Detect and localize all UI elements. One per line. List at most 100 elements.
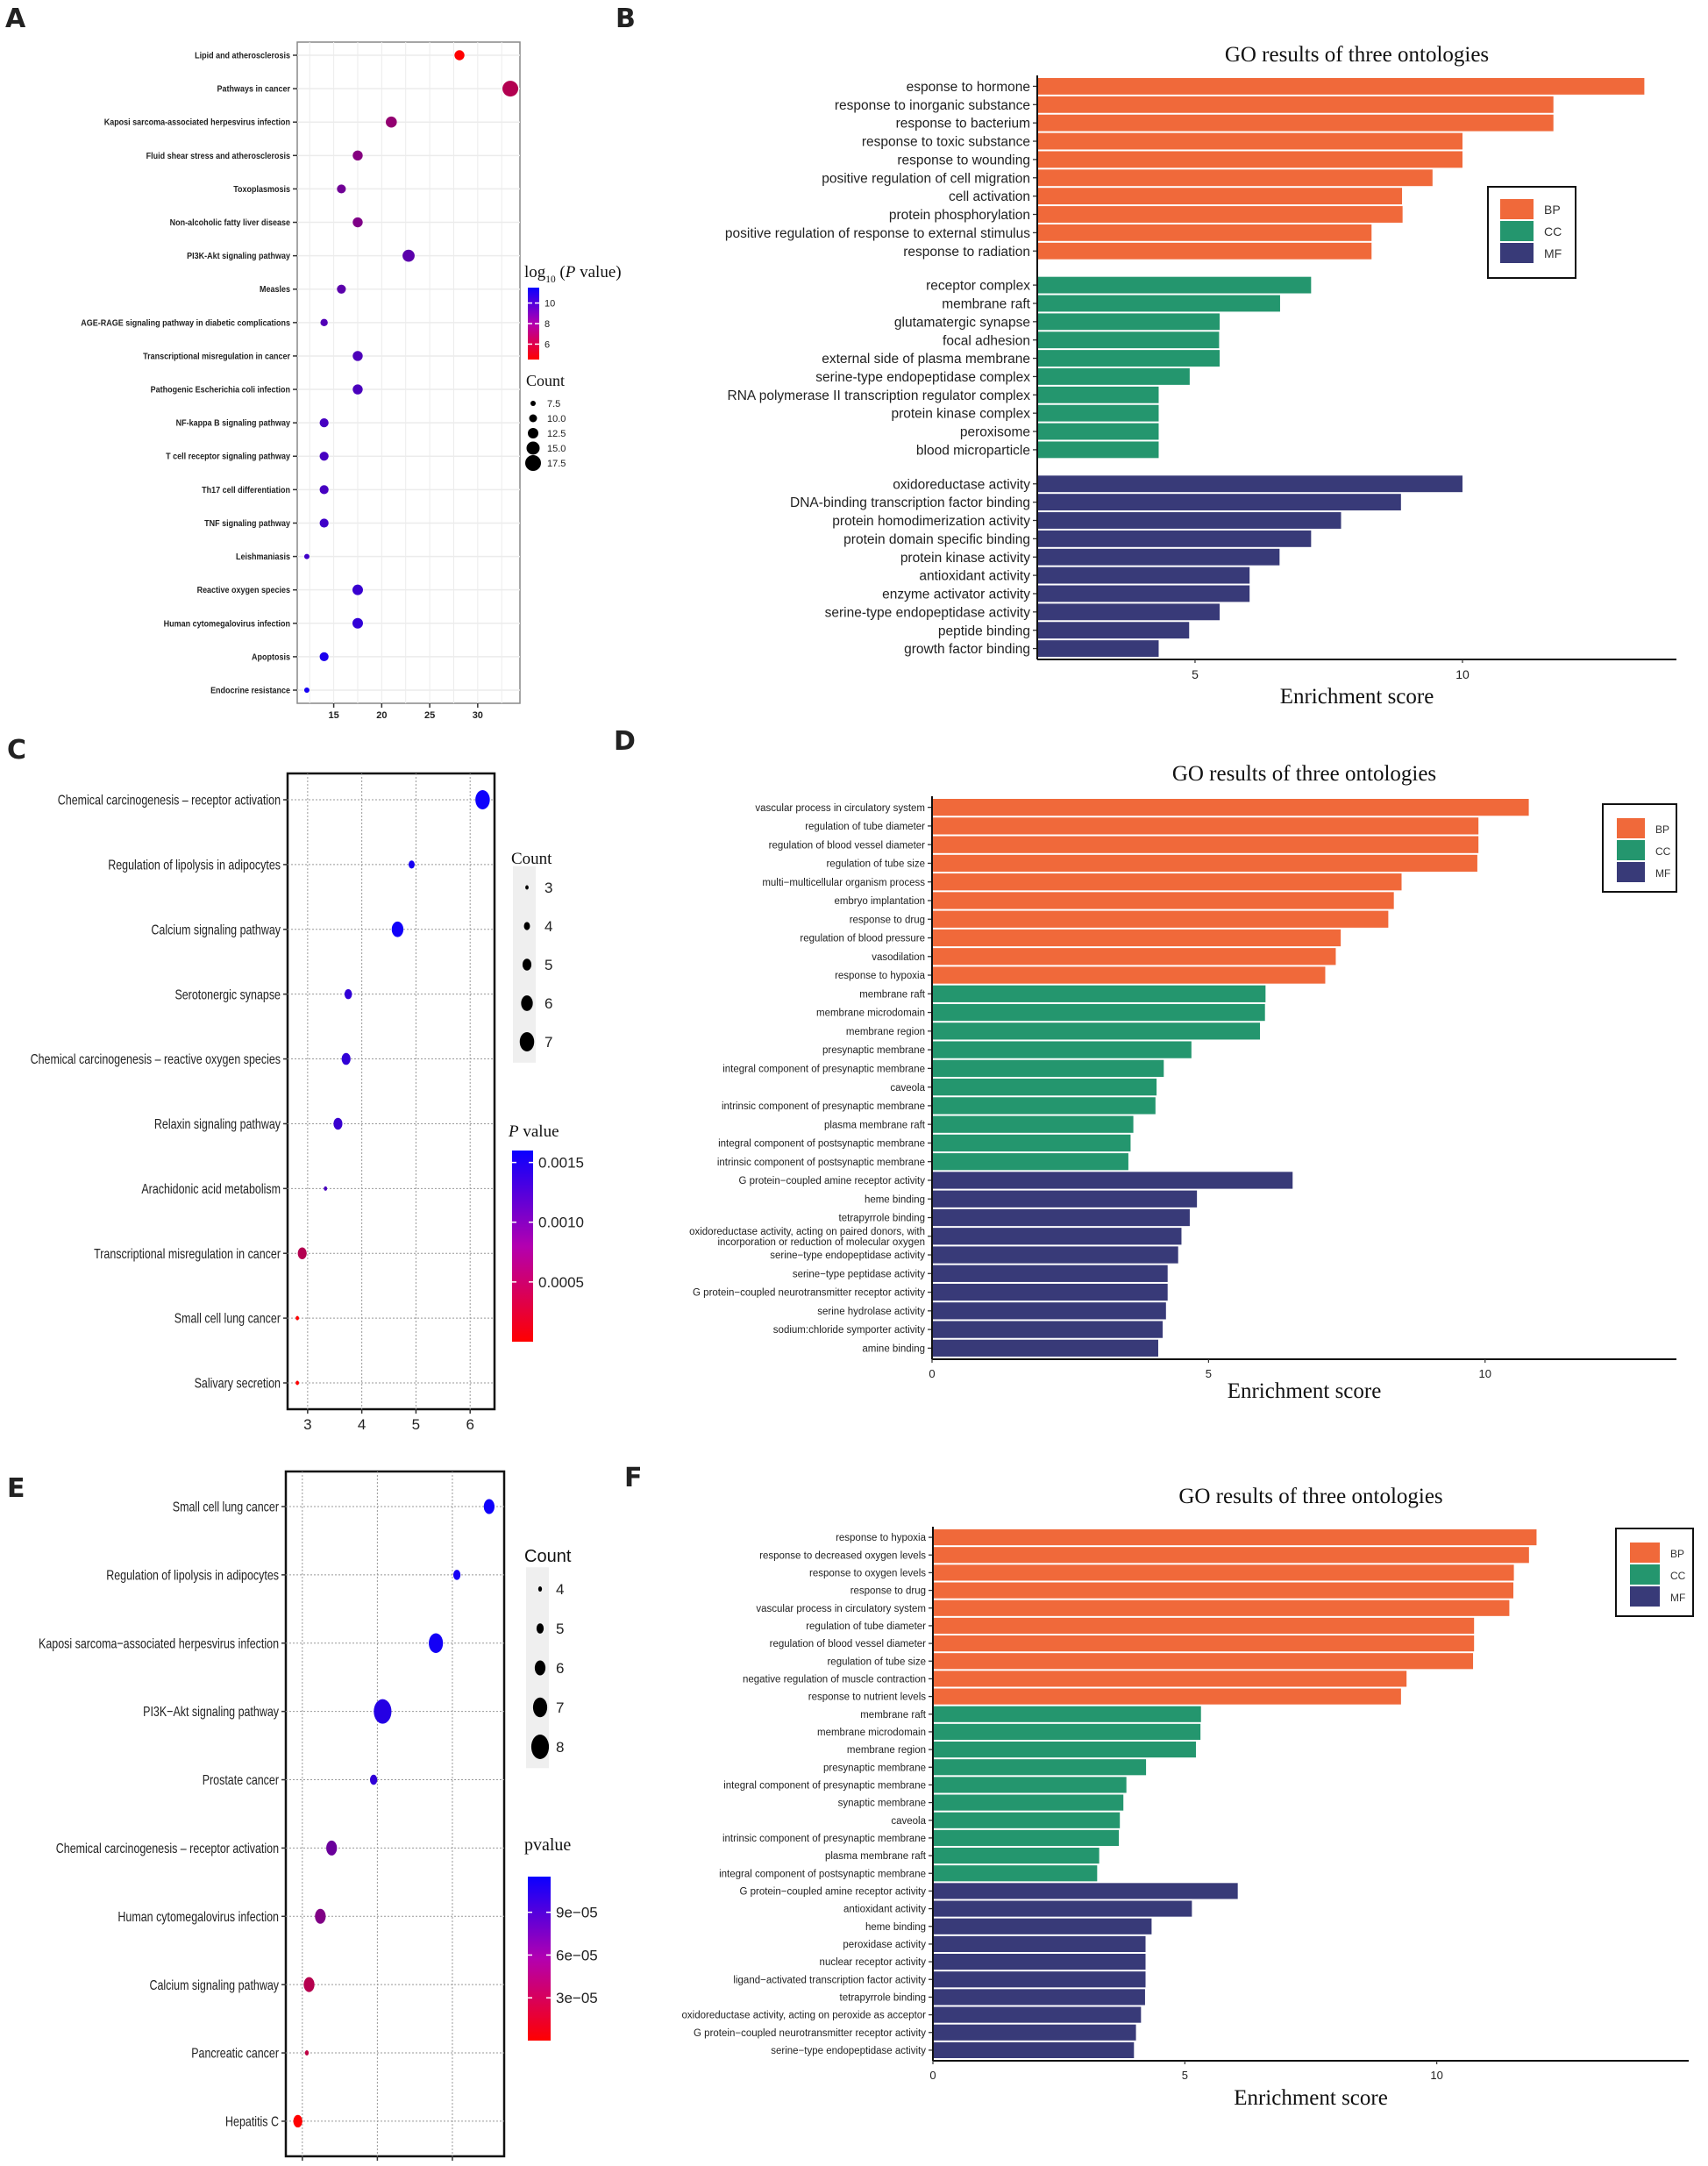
legend-label-cc: CC (1655, 845, 1671, 858)
bar-cc (932, 1041, 1192, 1058)
size-legend-label: 4 (556, 1581, 564, 1598)
bar-mf (1037, 475, 1462, 493)
data-point (319, 418, 329, 428)
y-tick-label: Chemical carcinogenesis – reactive oxyge… (31, 1052, 281, 1068)
legend-label-bp: BP (1670, 1548, 1684, 1560)
y-tick-label: PI3K-Akt signaling pathway (187, 252, 291, 262)
panel-letter-b: B (616, 4, 636, 34)
y-tick-label: response to wounding (897, 153, 1030, 167)
y-tick-label: protein kinase activity (900, 551, 1030, 566)
bar-cc (933, 1794, 1124, 1811)
bar-cc (933, 1723, 1201, 1740)
size-legend-dot (529, 414, 537, 423)
y-tick-label: antioxidant activity (843, 1905, 926, 1915)
size-legend-label: 12.5 (547, 429, 566, 439)
y-tick-label: incorporation or reduction of molecular … (717, 1237, 925, 1248)
y-tick-label: Pancreatic cancer (191, 2046, 279, 2062)
panel-letter-a: A (5, 4, 26, 34)
color-legend-title: log10 (P value) (524, 263, 622, 285)
data-point (429, 1633, 444, 1654)
x-tick-label: 30 (473, 710, 483, 721)
chart-title: GO results of three ontologies (1178, 1485, 1442, 1508)
y-tick-label: integral component of postsynaptic membr… (719, 1869, 926, 1879)
legend-swatch-bp (1617, 818, 1645, 838)
size-legend-dot (537, 1586, 543, 1592)
legend-swatch-mf (1630, 1586, 1660, 1607)
data-point (409, 860, 415, 869)
bar-bp (932, 854, 1477, 873)
data-point (315, 1908, 326, 1924)
chart-a-kegg-bubble: Lipid and atherosclerosis Pathways in can… (81, 41, 622, 721)
bar-bp (932, 799, 1529, 816)
legend-label-cc: CC (1544, 224, 1562, 239)
bar-bp (1037, 151, 1462, 168)
data-point (337, 284, 346, 294)
bar-mf (933, 1971, 1146, 1988)
data-point (304, 2050, 310, 2056)
bar-bp (933, 1529, 1537, 1546)
y-tick-label: G protein−coupled neurotransmitter recep… (693, 1288, 925, 1299)
bar-bp (1037, 206, 1403, 223)
y-tick-label: heme binding (865, 1922, 926, 1933)
legend-label-cc: CC (1670, 1570, 1686, 1582)
bar-mf (932, 1339, 1158, 1357)
y-tick-label: serine−type peptidase activity (793, 1269, 925, 1279)
bar-cc (932, 1003, 1265, 1022)
bar-mf (932, 1208, 1190, 1227)
y-tick-label: amine binding (862, 1344, 925, 1355)
data-point (303, 1977, 315, 1992)
plot-area (286, 772, 496, 1411)
bar-cc (1037, 423, 1159, 440)
data-point (297, 1247, 307, 1259)
bar-bp (933, 1671, 1407, 1687)
legend-swatch-cc (1617, 840, 1645, 860)
panel-letter-c: C (7, 735, 27, 766)
y-tick-label: Toxoplasmosis (233, 185, 290, 196)
x-tick-label: 4 (298, 2163, 306, 2166)
y-tick-label: serine-type endopeptidase complex (815, 370, 1030, 385)
y-tick-label: Transcriptional misregulation in cancer (143, 352, 290, 362)
data-point (303, 688, 310, 693)
size-legend-label: 15.0 (547, 444, 566, 454)
y-tick-label: external side of plasma membrane (822, 352, 1030, 367)
x-tick-label: 5 (1206, 1367, 1212, 1380)
bar-cc (933, 1829, 1120, 1846)
y-tick-label: Small cell lung cancer (174, 1311, 281, 1327)
bar-mf (933, 1883, 1238, 1899)
x-axis-label: Enrichment score (1228, 1379, 1382, 1403)
data-point (385, 116, 397, 128)
color-bar (512, 1151, 533, 1342)
bar-bp (932, 836, 1479, 853)
color-legend-title: pvalue (524, 1835, 571, 1855)
bar-cc (933, 1848, 1100, 1864)
bar-cc (932, 1153, 1128, 1171)
y-tick-label: Regulation of lipolysis in adipocytes (106, 1568, 279, 1584)
bar-bp (932, 873, 1402, 891)
data-point (475, 790, 490, 809)
y-tick-label: oxidoreductase activity, acting on perox… (682, 2011, 927, 2021)
y-tick-label: serine hydrolase activity (817, 1307, 925, 1317)
data-point (352, 217, 363, 228)
y-tick-label: regulation of blood vessel diameter (769, 840, 926, 851)
bar-bp (1037, 96, 1554, 113)
y-tick-label: cell activation (949, 189, 1030, 204)
bar-mf (933, 1954, 1146, 1970)
legend-swatch-mf (1617, 862, 1645, 882)
y-tick-label: serine−type endopeptidase activity (770, 1250, 925, 1261)
legend-swatch-mf (1500, 243, 1534, 263)
bar-cc (1037, 404, 1159, 422)
y-tick-label: regulation of blood pressure (800, 934, 925, 944)
y-tick-label: Chemical carcinogenesis – receptor activ… (58, 793, 281, 809)
bar-bp (1037, 224, 1372, 241)
y-tick-label: vascular process in circulatory system (756, 1604, 926, 1614)
size-legend-dot (534, 1660, 546, 1676)
y-tick-label: esponse to hormone (907, 80, 1030, 95)
y-tick-label: Kaposi sarcoma−associated herpesvirus in… (39, 1636, 279, 1652)
bar-mf (933, 2006, 1142, 2023)
bar-cc (932, 985, 1266, 1002)
data-point (320, 318, 328, 327)
y-tick-label: protein phosphorylation (889, 208, 1030, 223)
y-tick-label: embryo implantation (834, 896, 925, 907)
y-tick-label: integral component of presynaptic membra… (722, 1065, 925, 1075)
